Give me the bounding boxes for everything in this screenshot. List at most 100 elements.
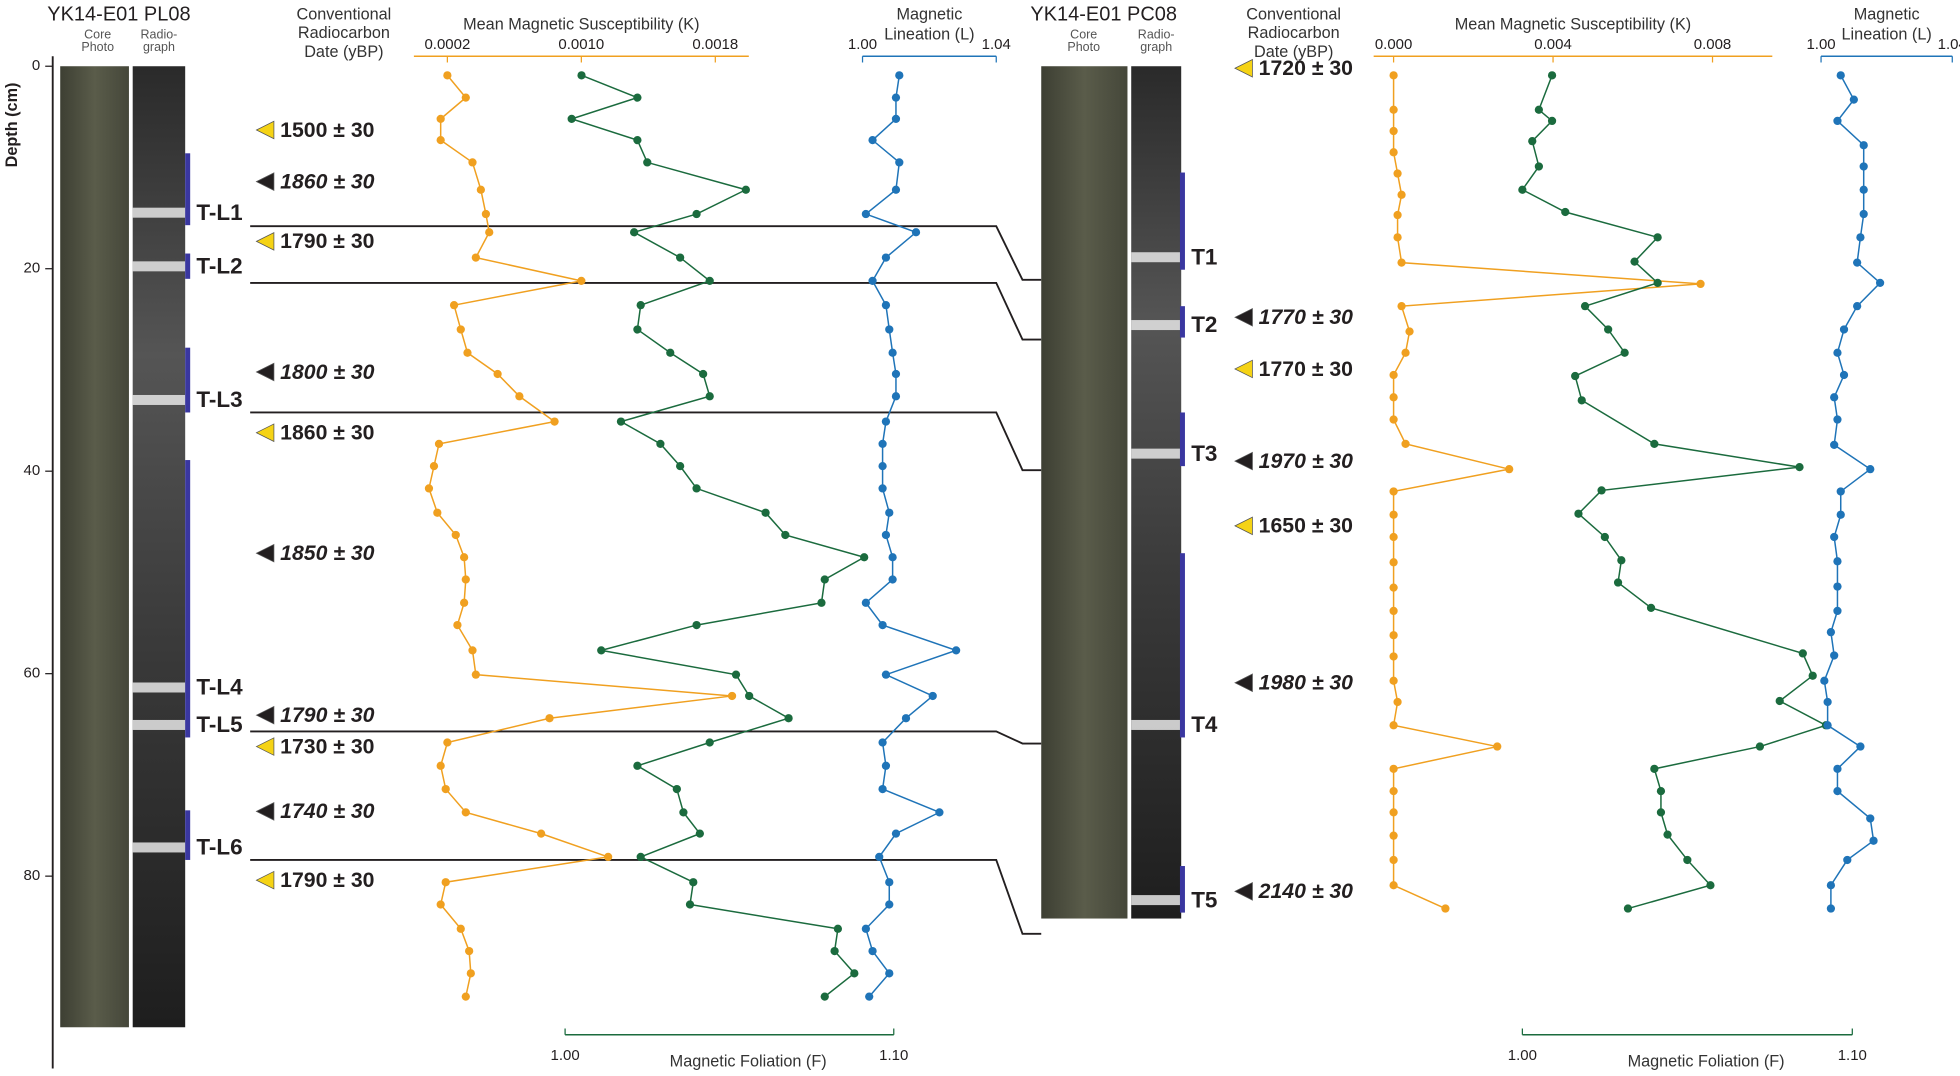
profile-point: [493, 369, 502, 379]
profile-point: [1623, 904, 1633, 913]
date-marker: [1234, 451, 1253, 471]
profile-point: [878, 784, 887, 794]
profile-point: [705, 738, 714, 747]
unit-bar: [1179, 306, 1185, 338]
profile-point: [436, 114, 445, 124]
profile-point: [550, 417, 559, 426]
profile-point: [465, 946, 474, 956]
profile-point: [878, 462, 887, 471]
profile-point: [471, 670, 480, 679]
unit-label: T-L3: [196, 387, 242, 412]
profile-point: [1823, 721, 1832, 730]
profile-point: [1859, 141, 1868, 150]
profile-point: [1856, 233, 1865, 242]
profile-point: [1836, 510, 1845, 519]
profile-point: [885, 325, 894, 334]
profile-point: [888, 553, 897, 562]
profile-point: [689, 878, 698, 887]
profile-point: [891, 392, 901, 401]
profile-point: [1663, 830, 1672, 839]
date-marker: [1234, 307, 1253, 327]
core-title: YK14-E01 PC08: [1030, 3, 1177, 25]
x-tick-label: 0.008: [1694, 36, 1732, 53]
profile-point: [1389, 831, 1398, 840]
date-label: 1860 ± 30: [280, 421, 374, 445]
profile-point: [1653, 233, 1662, 242]
radiograph-band: [132, 719, 186, 730]
profile-point: [1826, 904, 1836, 913]
x-axis-label: Magnetic Foliation (F): [670, 1053, 827, 1071]
profile-point: [891, 185, 901, 194]
date-header: Radiocarbon: [1248, 24, 1340, 42]
profile-point: [443, 71, 452, 80]
profile-point: [1393, 210, 1402, 220]
profile-point: [676, 253, 685, 262]
profile-point: [1505, 465, 1514, 474]
profile-point: [1798, 649, 1807, 658]
profile-point: [1646, 603, 1656, 612]
profile-point: [1820, 676, 1829, 685]
profile-point: [1389, 126, 1398, 136]
x-tick-label: 0.004: [1534, 36, 1572, 53]
profile-point: [1755, 742, 1765, 751]
profile-point: [830, 946, 839, 956]
profile-point: [1833, 116, 1842, 126]
profile-point: [1389, 652, 1398, 661]
profile-point: [820, 575, 829, 584]
x-axis-label: Magnetic: [896, 5, 962, 23]
depth-axis-label: Depth (cm): [3, 83, 21, 168]
date-label: 1790 ± 30: [280, 703, 375, 727]
profile-point: [443, 738, 452, 747]
profile-point: [885, 878, 894, 887]
profile-point: [1839, 370, 1849, 380]
profile-point: [1849, 95, 1858, 104]
profile-point: [891, 114, 901, 124]
profile-point: [692, 620, 701, 630]
profile-point: [705, 392, 714, 401]
profile-point: [633, 93, 642, 102]
depth-tick-label: 60: [24, 665, 41, 682]
profile-point: [952, 646, 961, 655]
profile-point: [1401, 348, 1410, 357]
x-axis-label: Lineation (L): [1842, 25, 1932, 43]
radiograph-band: [1131, 320, 1182, 331]
unit-bar: [1179, 412, 1185, 467]
profile-point: [449, 301, 459, 310]
profile-point: [868, 136, 877, 145]
depth-tick-label: 40: [24, 462, 41, 479]
date-marker: [255, 232, 275, 251]
unit-bar: [185, 153, 191, 226]
profile-line: [1521, 75, 1828, 910]
profile-point: [861, 924, 870, 933]
profile-point: [1397, 190, 1406, 199]
profile-point: [1580, 302, 1590, 311]
unit-label: T2: [1191, 312, 1217, 337]
profile-point: [1389, 370, 1398, 380]
profile-point: [878, 439, 887, 448]
profile-point: [935, 808, 944, 817]
profile-point: [1389, 808, 1398, 817]
profile-point: [1617, 556, 1626, 565]
profile-point: [1808, 671, 1817, 680]
profile-point: [1833, 557, 1842, 566]
x-tick-label: 0.000: [1375, 36, 1413, 53]
profile-point: [567, 114, 576, 124]
profile-point: [685, 900, 695, 909]
x-tick-label: 0.0018: [692, 36, 738, 53]
profile-point: [433, 508, 442, 517]
date-marker: [255, 120, 275, 140]
profile-point: [459, 553, 469, 562]
date-header: Radiocarbon: [298, 24, 390, 42]
profile-point: [784, 714, 793, 723]
date-label: 1800 ± 30: [280, 360, 375, 384]
radiograph-label: Radio-: [1138, 27, 1175, 41]
profile-point: [1650, 764, 1659, 773]
profile-point: [881, 301, 891, 310]
profile-point: [699, 369, 708, 379]
profile-point: [1389, 510, 1398, 519]
profile-point: [1833, 582, 1842, 591]
x-axis-label: Mean Magnetic Susceptibility (K): [463, 15, 699, 33]
profile-point: [1389, 583, 1398, 592]
